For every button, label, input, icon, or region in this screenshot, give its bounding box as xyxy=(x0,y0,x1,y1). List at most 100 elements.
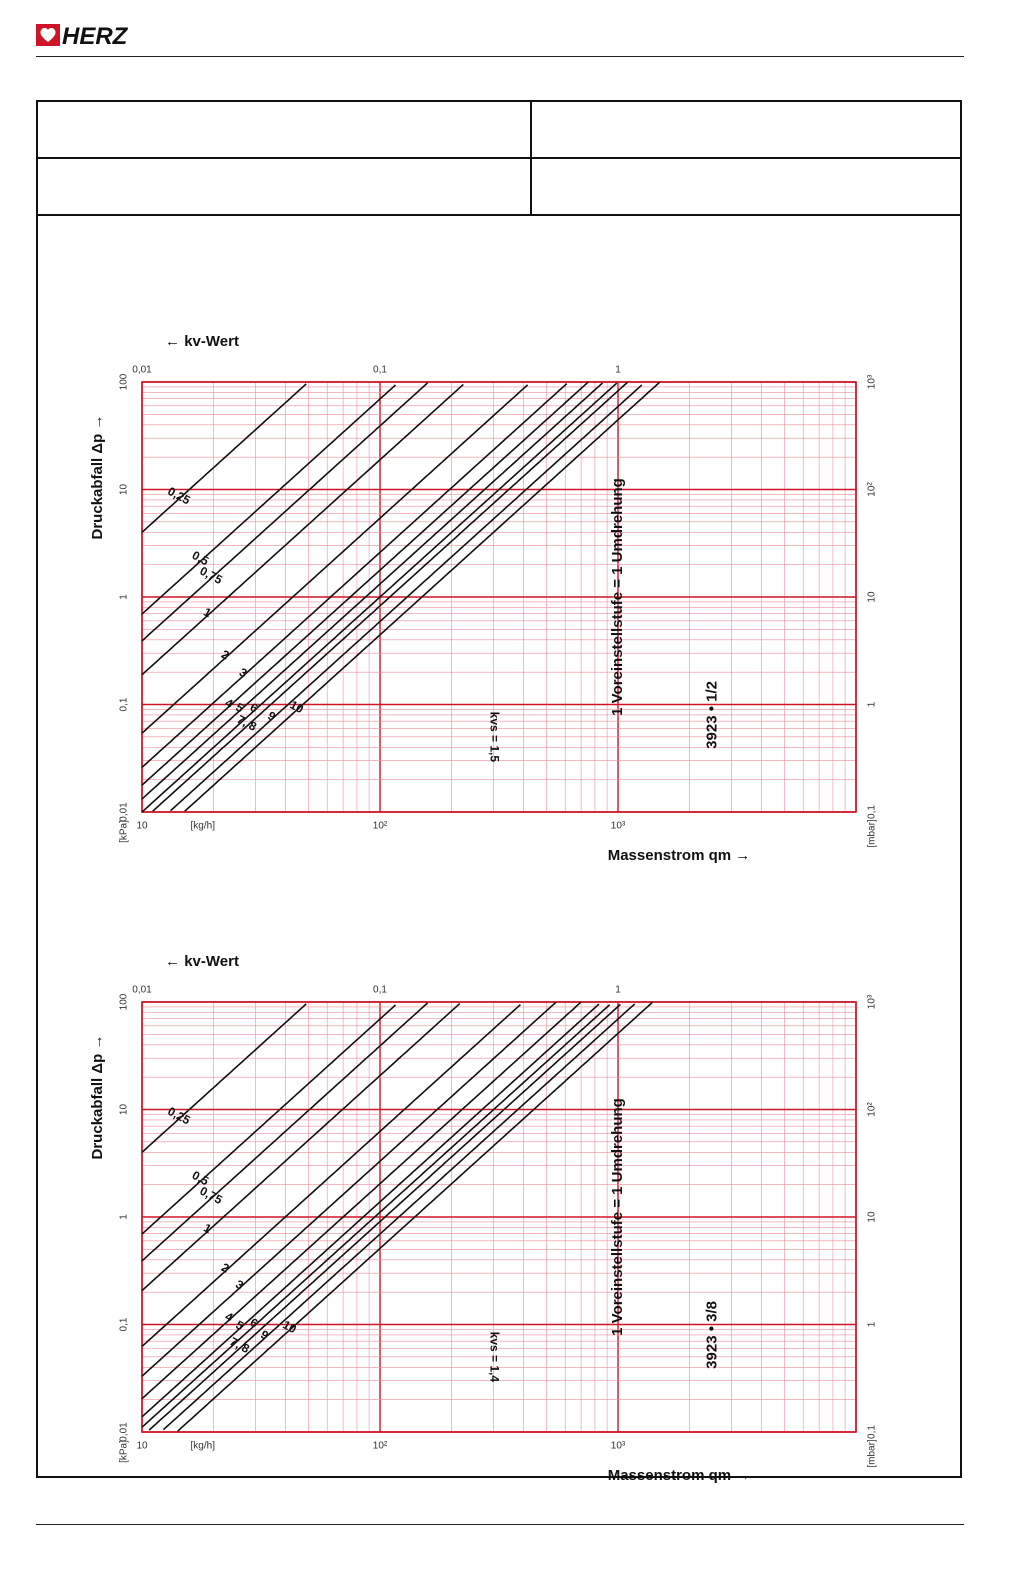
table-cell xyxy=(532,102,960,159)
tick-label: 1 xyxy=(615,365,621,376)
tick-label: 10 xyxy=(136,821,148,832)
series-line xyxy=(141,1004,397,1235)
kv-ticks: 0,01 0,1 1 xyxy=(132,985,621,996)
grid xyxy=(141,1001,857,1433)
series-line xyxy=(141,382,604,800)
tick-label: 1 xyxy=(615,985,621,996)
series-line xyxy=(170,384,643,812)
tick-label: 0,01 xyxy=(132,365,152,376)
series-line xyxy=(184,381,661,812)
series-line xyxy=(141,1001,557,1377)
tick-label: 10 xyxy=(867,591,878,603)
plot-border xyxy=(141,381,857,813)
tick-label: 10³ xyxy=(611,1441,626,1452)
series-line xyxy=(152,381,629,812)
chart-title: 3923 • 1/2 xyxy=(704,681,721,749)
massflow-axis-label: Massenstrom qm → xyxy=(608,847,751,864)
series-label: 5 xyxy=(233,1318,246,1334)
tick-label: 1 xyxy=(119,1214,130,1220)
series-line xyxy=(162,1003,636,1431)
tick-label: 1 xyxy=(867,701,878,707)
header-rule xyxy=(36,56,964,57)
chart-subtitle: 1 Voreinstellstufe = 1 Umdrehung xyxy=(609,478,626,716)
y-unit-label: [kg/h] xyxy=(191,1441,216,1452)
series-line xyxy=(141,1003,461,1292)
tick-label: 1 xyxy=(867,1321,878,1327)
series-line xyxy=(141,1001,582,1400)
kv-axis-label: ← kv-Wert xyxy=(165,333,239,350)
tick-label: 10 xyxy=(136,1441,148,1452)
series-line xyxy=(141,381,589,786)
kv-axis-label: ← kv-Wert xyxy=(165,953,239,970)
tick-label: 10 xyxy=(867,1211,878,1223)
series-line xyxy=(141,1004,521,1347)
series-label: 3 xyxy=(237,665,250,681)
series-line xyxy=(141,383,307,533)
series-line xyxy=(141,1002,429,1262)
tick-label: 10³ xyxy=(867,374,878,389)
pressure-axis-label: Druckabfall Δp → xyxy=(89,415,106,540)
series-line xyxy=(177,1001,654,1432)
footer-rule xyxy=(36,1524,964,1525)
tick-label: 100 xyxy=(119,993,130,1010)
table-cell xyxy=(532,159,960,216)
series-label: 6 xyxy=(248,1315,261,1331)
kpa-unit-label: [kPa] xyxy=(119,1440,130,1463)
chart-title: 3923 • 3/8 xyxy=(704,1301,721,1369)
tick-label: 0,1 xyxy=(867,805,878,819)
tick-label: 10² xyxy=(867,482,878,497)
tick-label: 0,1 xyxy=(373,365,387,376)
tick-label: 0,1 xyxy=(373,985,387,996)
series-line xyxy=(141,1004,611,1428)
mbar-unit-label: [mbar] xyxy=(867,819,878,848)
series-label: 10 xyxy=(288,698,307,717)
y-unit-label: [kg/h] xyxy=(191,821,216,832)
tick-label: 0,01 xyxy=(119,1422,130,1442)
series-label: 0,25 xyxy=(165,484,192,507)
tick-label: 10² xyxy=(867,1102,878,1117)
tick-label: 0,01 xyxy=(132,985,152,996)
series-label: 0,25 xyxy=(165,1104,192,1127)
mbar-ticks: 0,1 1 10 10² 10³ xyxy=(867,994,878,1439)
kpa-ticks: 0,01 0,1 1 10 100 xyxy=(119,373,130,822)
tick-label: 0,1 xyxy=(867,1425,878,1439)
table-cell xyxy=(38,102,532,159)
plot-border xyxy=(141,1001,857,1433)
tick-label: 1 xyxy=(119,594,130,600)
series-label: 0,75 xyxy=(197,1184,224,1207)
series-line xyxy=(141,382,429,642)
massflow-ticks: 10 10² 10³ xyxy=(136,1441,625,1452)
pressure-axis-label: Druckabfall Δp → xyxy=(89,1035,106,1160)
tick-label: 10³ xyxy=(867,994,878,1009)
series-line xyxy=(141,383,464,676)
tick-label: 0,1 xyxy=(119,1317,130,1331)
massflow-ticks: 10 10² 10³ xyxy=(136,821,625,832)
tick-label: 10² xyxy=(373,1441,388,1452)
tick-label: 0,01 xyxy=(119,802,130,822)
series-line xyxy=(141,1003,307,1153)
mbar-ticks: 0,1 1 10 10² 10³ xyxy=(867,374,878,819)
kvs-label: kvs = 1,5 xyxy=(487,712,501,763)
tick-label: 10 xyxy=(119,484,130,496)
series-label: 0,75 xyxy=(197,564,224,587)
chart-subtitle: 1 Voreinstellstufe = 1 Umdrehung xyxy=(609,1098,626,1336)
mbar-unit-label: [mbar] xyxy=(867,1439,878,1468)
page-frame: 0,25 0,5 0,75 1 2 3 4 5 6 7, 8 9 10 kvs = 1,5 1 Vorei… xyxy=(36,100,962,1484)
tick-label: 0,1 xyxy=(119,697,130,711)
tick-label: 10² xyxy=(373,821,388,832)
series-line xyxy=(141,383,568,768)
tick-label: 10³ xyxy=(611,821,626,832)
herz-logo: HERZ xyxy=(36,23,129,48)
kvs-label: kvs = 1,4 xyxy=(487,1332,501,1383)
series-line xyxy=(141,382,618,813)
tick-label: 10 xyxy=(119,1104,130,1116)
kpa-unit-label: [kPa] xyxy=(119,820,130,843)
table-cell xyxy=(38,159,532,216)
series-line xyxy=(141,1003,600,1418)
svg-text:HERZ: HERZ xyxy=(62,23,129,48)
kv-ticks: 0,01 0,1 1 xyxy=(132,365,621,376)
series-label: 10 xyxy=(280,1318,299,1337)
kpa-ticks: 0,01 0,1 1 10 100 xyxy=(119,993,130,1442)
series-line xyxy=(148,1003,621,1431)
massflow-axis-label: Massenstrom qm → xyxy=(608,1467,751,1484)
